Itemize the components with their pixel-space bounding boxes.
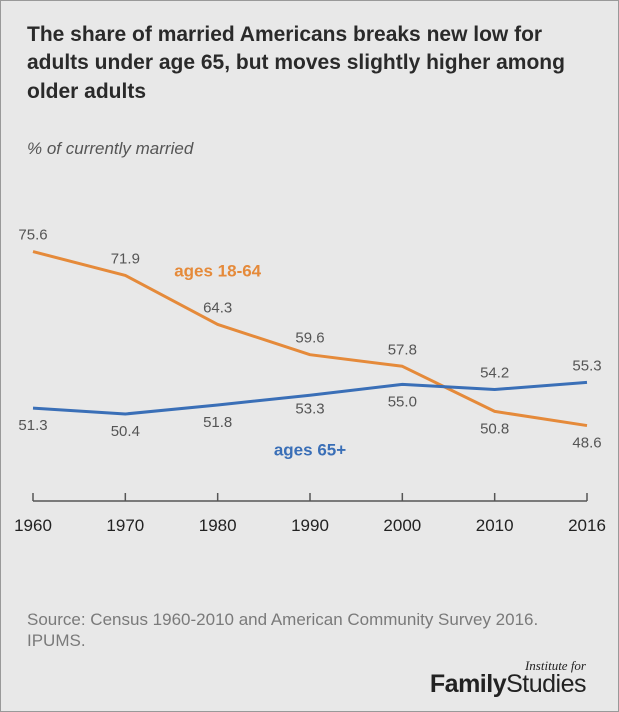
data-label: 55.0 [388, 393, 417, 410]
data-label: 50.8 [480, 420, 509, 437]
chart-svg: 75.671.964.359.657.850.848.6ages 18-6451… [27, 181, 597, 561]
data-label: 51.3 [18, 417, 47, 434]
x-tick-label: 1970 [106, 516, 144, 535]
data-label: 71.9 [111, 250, 140, 267]
publisher-logo: Institute for FamilyStudies [430, 659, 586, 697]
chart-title: The share of married Americans breaks ne… [27, 21, 592, 106]
data-label: 54.2 [480, 364, 509, 381]
data-label: 59.6 [295, 330, 324, 347]
data-label: 51.8 [203, 414, 232, 431]
x-tick-label: 2016 [568, 516, 606, 535]
logo-bottom: FamilyStudies [430, 672, 586, 697]
data-label: 53.3 [295, 400, 324, 417]
chart: 75.671.964.359.657.850.848.6ages 18-6451… [27, 181, 597, 561]
data-label: 50.4 [111, 423, 140, 440]
logo-light: Studies [506, 670, 586, 698]
x-tick-label: 1980 [199, 516, 237, 535]
chart-subtitle: % of currently married [27, 139, 193, 159]
data-label: 55.3 [572, 357, 601, 374]
logo-bold: Family [430, 670, 506, 698]
x-tick-label: 2010 [476, 516, 514, 535]
data-label: 64.3 [203, 299, 232, 316]
x-tick-label: 1990 [291, 516, 329, 535]
data-label: 48.6 [572, 435, 601, 452]
source-text: Source: Census 1960-2010 and American Co… [27, 609, 592, 652]
data-label: 75.6 [18, 227, 47, 244]
series-label-1: ages 65+ [274, 440, 346, 459]
x-tick-label: 1960 [14, 516, 52, 535]
data-label: 57.8 [388, 341, 417, 358]
series-label-0: ages 18-64 [174, 261, 261, 280]
x-tick-label: 2000 [383, 516, 421, 535]
